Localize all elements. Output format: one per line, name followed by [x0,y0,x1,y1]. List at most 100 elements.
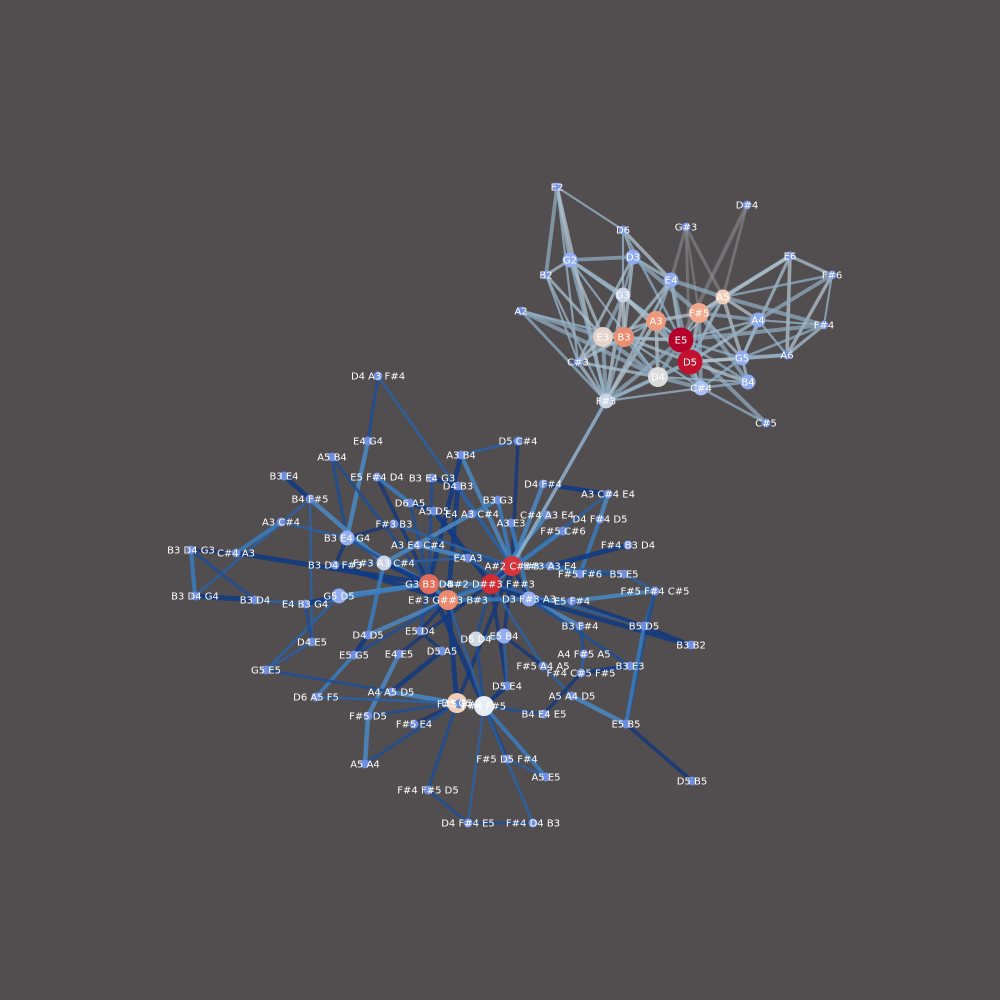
node-d5-d4[interactable] [468,631,484,647]
node-d6-a5-f5[interactable] [311,692,321,702]
node-a3-e3[interactable] [506,518,516,528]
node-d4[interactable] [648,367,668,387]
node-e5-b4[interactable] [496,628,512,644]
node-asharp2-csharpsharp3[interactable] [502,556,522,576]
node-e4-e5[interactable] [394,649,404,659]
node-d5[interactable] [677,349,703,375]
node-dsharp4[interactable] [742,200,752,210]
node-e5-d4[interactable] [415,626,425,636]
node-b2[interactable] [541,270,551,280]
node-fsharp4-fsharp5-d5[interactable] [423,785,433,795]
node-e6[interactable] [785,251,795,261]
node-gsharp3[interactable] [681,222,691,232]
node-fsharp5-d5-fsharp4[interactable] [502,754,512,764]
node-d4-e5[interactable] [307,637,317,647]
node-a6[interactable] [782,350,792,360]
node-d5-e4[interactable] [502,681,512,691]
node-b3-d4[interactable] [250,595,260,605]
node-fsharp4-fsharp5[interactable] [474,696,494,716]
node-a5[interactable] [715,289,731,305]
node-b3-b2[interactable] [686,640,696,650]
node-fsharp3-a3-csharp4[interactable] [376,555,392,571]
node-d4-d5[interactable] [363,630,373,640]
node-a4[interactable] [750,312,766,328]
node-d3-fsharp3-a3[interactable] [521,591,537,607]
node-g2[interactable] [562,252,578,268]
node-b5-d5[interactable] [639,621,649,631]
node-e4-a3-csharp4[interactable] [467,509,477,519]
node-csharp3[interactable] [573,357,583,367]
node-e5-b5[interactable] [621,719,631,729]
node-b3-g3[interactable] [493,495,503,505]
node-csharp5[interactable] [761,418,771,428]
node-esharp3-a3-e4[interactable] [545,561,555,571]
node-fsharp6[interactable] [827,270,837,280]
node-e5-g5[interactable] [349,650,359,660]
node-fsharp4-b3-d4[interactable] [623,540,633,550]
node-a5-b4[interactable] [327,452,337,462]
node-g5-e5[interactable] [261,665,271,675]
node-e4-b3-g4[interactable] [300,599,310,609]
node-d5-a5[interactable] [437,646,447,656]
node-fsharp5-fsharp4[interactable] [454,699,464,709]
node-b3-fsharp4[interactable] [575,621,585,631]
node-b3-e4-g4[interactable] [339,530,355,546]
node-a5-a4[interactable] [360,759,370,769]
node-a4-a5-d5[interactable] [386,687,396,697]
node-bsharp2-dsharpsharp3-fsharpsharp3[interactable] [481,574,501,594]
node-fsharp3[interactable] [598,393,614,409]
node-a3-csharp4-e4[interactable] [603,489,613,499]
node-a2[interactable] [516,306,526,316]
node-fsharp4[interactable] [819,320,829,330]
node-d4-fsharp4-e5[interactable] [463,818,473,828]
node-g3-b3-d4[interactable] [419,574,439,594]
node-e4-a3[interactable] [463,553,473,563]
node-b3-e4[interactable] [279,471,289,481]
node-b3-d4-fsharp3[interactable] [330,560,340,570]
node-fsharp4-csharp5-fsharp5[interactable] [576,668,586,678]
node-d4-b3[interactable] [453,481,463,491]
node-b4-e4-e5[interactable] [539,709,549,719]
node-d4-a3-fsharp4[interactable] [373,371,383,381]
node-csharp4-a3[interactable] [231,548,241,558]
node-e5-fsharp4[interactable] [567,596,577,606]
node-d3[interactable] [625,249,641,265]
node-e5[interactable] [668,327,694,353]
node-b3-d4-g3[interactable] [186,545,196,555]
node-g5[interactable] [734,350,750,366]
node-b3-e4-g3[interactable] [427,473,437,483]
node-fsharp5-a4-a5[interactable] [538,661,548,671]
node-d6-a5[interactable] [405,498,415,508]
node-a4-fsharp5-a5[interactable] [579,649,589,659]
node-d5-b5[interactable] [687,776,697,786]
node-fsharp5-d5[interactable] [363,711,373,721]
node-b5-e5[interactable] [619,569,629,579]
node-d6[interactable] [618,225,628,235]
node-a5-e5[interactable] [541,772,551,782]
node-d4-fsharp4[interactable] [538,479,548,489]
node-g5-d5[interactable] [331,588,347,604]
node-fsharp4-d4-b3[interactable] [528,818,538,828]
node-b3[interactable] [614,327,634,347]
node-fsharp5-fsharp6[interactable] [575,569,585,579]
node-b4[interactable] [740,374,756,390]
node-fsharp5[interactable] [689,303,709,323]
node-e5-fsharp4-d4[interactable] [372,472,382,482]
node-e3[interactable] [593,327,613,347]
node-fsharp5-fsharp4-csharp5[interactable] [650,586,660,596]
node-fsharp3-b3[interactable] [389,519,399,529]
node-b3-e3[interactable] [625,661,635,671]
node-esharp3-gsharpsharp3-bsharp3[interactable] [438,590,458,610]
node-fsharp5-csharp6[interactable] [558,526,568,536]
node-d5-csharp4[interactable] [513,436,523,446]
node-b4-fsharp5[interactable] [305,494,315,504]
node-a3-e4-csharp4[interactable] [413,540,423,550]
node-a3-csharp4[interactable] [276,517,286,527]
node-csharp4[interactable] [693,380,709,396]
node-a3-b4[interactable] [456,450,466,460]
node-csharp4-a3-e4[interactable] [542,510,552,520]
node-fsharp5-e4[interactable] [409,719,419,729]
node-a3[interactable] [646,311,666,331]
node-a5-a4-d5[interactable] [567,691,577,701]
node-a5-d5[interactable] [429,506,439,516]
